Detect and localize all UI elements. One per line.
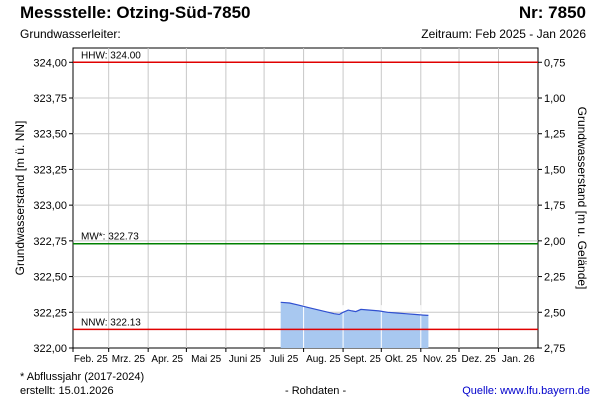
x-tick-label: Sept. 25 <box>344 354 382 365</box>
x-tick-label: Juni 25 <box>229 354 262 365</box>
x-tick-label: Apr. 25 <box>151 354 183 365</box>
x-tick-label: Juli 25 <box>269 354 298 365</box>
plot-area <box>72 47 539 349</box>
x-tick-label: Mrz. 25 <box>112 354 146 365</box>
footnote: * Abflussjahr (2017-2024) <box>20 371 145 383</box>
reference-line-label: MW*: 322.73 <box>81 232 139 243</box>
y-tick-label: 322,25 <box>33 307 67 319</box>
y-axis-right: 0,75 1,00 1,25 1,50 1,75 2,00 2,25 2,50 2,75 <box>538 57 565 355</box>
y-right-tick-label: 2,00 <box>544 236 565 248</box>
y-right-tick-label: 1,00 <box>544 93 565 105</box>
area-layer <box>280 301 429 348</box>
x-tick-label: Aug. 25 <box>306 354 341 365</box>
x-tick-label: Okt. 25 <box>385 354 418 365</box>
x-tick-label: Nov. 25 <box>423 354 457 365</box>
data-area-fill <box>280 302 429 348</box>
y-tick-label: 323,25 <box>33 164 67 176</box>
x-tick-label: Mai 25 <box>191 354 221 365</box>
source-link[interactable]: Quelle: www.lfu.bayern.de <box>462 385 590 397</box>
y-right-tick-label: 1,75 <box>544 200 565 212</box>
raw-data-label: - Rohdaten - <box>285 385 347 397</box>
reference-lines: HHW: 324.00 MW*: 322.73 NNW: 322.13 <box>73 50 538 331</box>
y-tick-label: 322,75 <box>33 236 67 248</box>
y-axis-left-label: Grundwasserstand [m ü. NN] <box>13 121 27 276</box>
y-right-tick-label: 2,25 <box>544 272 565 284</box>
data-series-line <box>280 301 429 316</box>
reference-line-label: NNW: 322.13 <box>81 317 141 328</box>
y-tick-label: 323,00 <box>33 200 67 212</box>
grid-layer <box>73 48 538 348</box>
x-tick-label: Feb. 25 <box>74 354 108 365</box>
y-tick-label: 323,75 <box>33 93 67 105</box>
created-date: erstellt: 15.01.2026 <box>20 385 114 397</box>
station-title: Messstelle: Otzing-Süd-7850 <box>20 3 251 22</box>
y-right-tick-label: 2,50 <box>544 307 565 319</box>
y-tick-label: 324,00 <box>33 57 67 69</box>
period-label: Zeitraum: Feb 2025 - Jan 2026 <box>421 27 586 41</box>
y-tick-label: 323,50 <box>33 129 67 141</box>
x-axis: Feb. 25 Mrz. 25 Apr. 25 Mai 25 Juni 25 Juli 2… <box>72 348 535 365</box>
reference-line-label: HHW: 324.00 <box>81 50 141 61</box>
y-axis-left: 324,00 323,75 323,50 323,25 323,00 322,75 322,… <box>33 57 73 355</box>
y-right-tick-label: 0,75 <box>544 57 565 69</box>
y-tick-label: 322,50 <box>33 272 67 284</box>
y-right-tick-label: 2,75 <box>544 343 565 355</box>
x-tick-label: Jan. 26 <box>502 354 535 365</box>
y-axis-right-label: Grundwasserstand [m u. Gelände] <box>575 107 589 290</box>
aquifer-label: Grundwasserleiter: <box>20 27 121 41</box>
y-right-tick-label: 1,25 <box>544 129 565 141</box>
x-tick-label: Dez. 25 <box>462 354 497 365</box>
y-right-tick-label: 1,50 <box>544 164 565 176</box>
station-number: Nr: 7850 <box>518 3 586 22</box>
y-tick-label: 322,00 <box>33 343 67 355</box>
